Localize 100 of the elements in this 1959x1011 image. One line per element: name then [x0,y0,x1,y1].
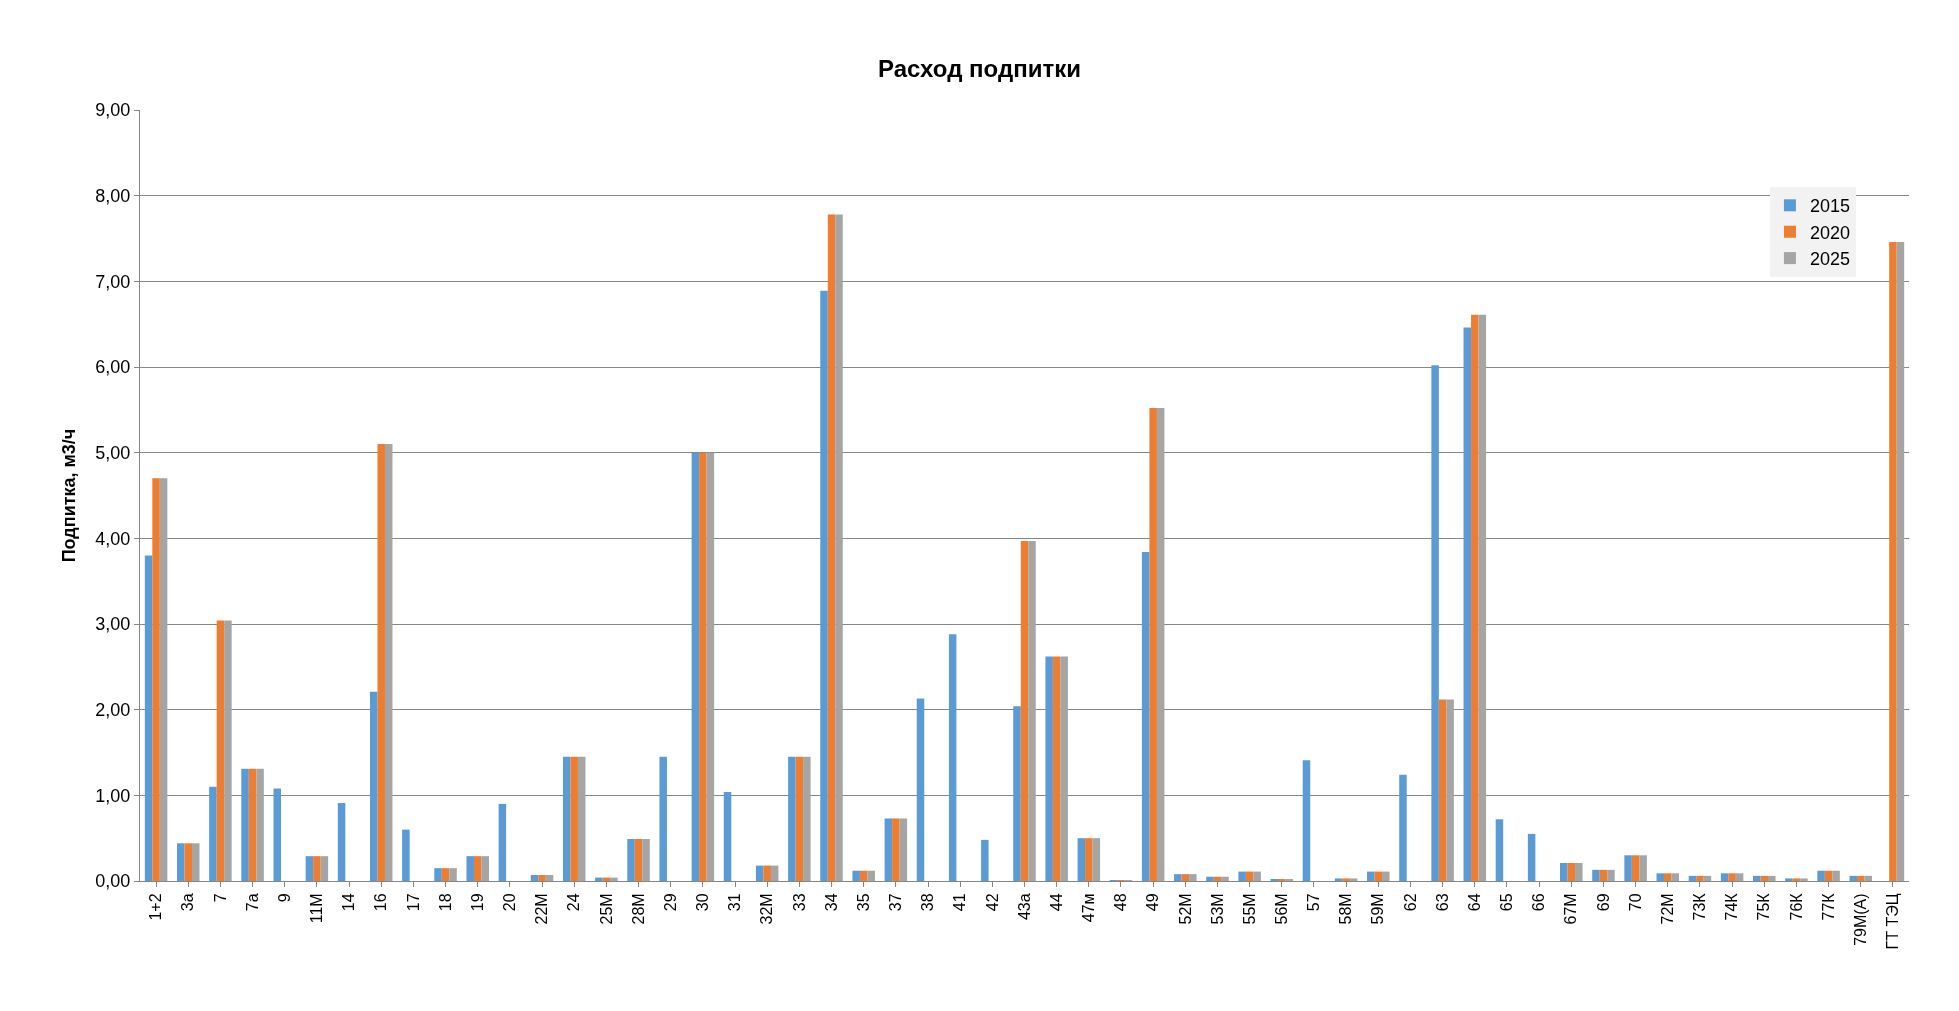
bar [948,634,957,881]
bar [538,875,546,881]
bar [1607,869,1615,881]
bar [803,756,811,881]
x-tick-label: 43а [1015,893,1033,921]
bar [1671,873,1680,881]
bar [659,756,667,881]
bar [1060,656,1068,881]
bar [1092,838,1101,881]
bar [1382,871,1390,881]
bar [176,843,185,881]
x-tick-label: 63 [1433,893,1451,912]
x-tick-label: 11М [308,893,326,924]
bar [691,452,700,881]
x-tick-label: 65 [1498,893,1516,912]
legend-label: 2025 [1809,249,1850,270]
bar [1077,838,1086,881]
bar [835,214,843,881]
x-tick-label: 58М [1337,893,1355,925]
x-tick-label: 67М [1562,893,1580,925]
bar [634,839,643,881]
bar [224,620,232,881]
bar [1302,760,1311,881]
x-tick-label: 49 [1144,893,1162,912]
x-tick-label: 7 [211,893,229,903]
bar [216,620,225,881]
bar [1720,873,1729,881]
bar [1639,855,1647,881]
x-tick-label: 73К [1691,892,1709,921]
bar [1149,408,1157,881]
bar [1832,870,1840,881]
x-tick-label: 57 [1305,893,1323,912]
x-tick-label: 37 [887,893,905,912]
bar [763,865,771,881]
bar [384,444,393,881]
bar [1052,656,1061,881]
x-tick-label: 19 [468,893,486,912]
bar [884,818,893,881]
bar [1768,875,1776,881]
bar [981,839,989,881]
x-tick-label: 44 [1047,893,1065,912]
x-tick-label: 9 [275,893,293,903]
bar [1471,314,1479,881]
x-tick-label: 77К [1819,892,1837,921]
bar [1238,871,1246,881]
x-tick-label: 17 [404,893,422,912]
bar [1631,855,1640,881]
bar [241,768,249,881]
x-tick-label: 24 [565,893,583,912]
bar [1575,863,1583,881]
x-tick-label: 3а [179,893,197,912]
bar [402,829,410,881]
bar [1889,241,1897,881]
bar [1864,875,1873,881]
x-tick-label: 22М [533,893,551,925]
bar [1817,870,1825,881]
x-tick-label: 14 [340,893,358,912]
bar [627,839,635,881]
bar [1349,878,1358,881]
bar [820,290,828,881]
bar [1438,699,1447,881]
x-tick-label: 31 [726,893,744,912]
bar [1857,875,1865,881]
x-tick-label: ГТ ТЭЦ [1884,893,1902,950]
bar [498,803,507,881]
bar [1342,878,1350,881]
bar [313,856,321,881]
x-tick-label: 33 [790,893,808,912]
bar [337,803,346,881]
bar [248,768,257,881]
bar [1085,838,1093,881]
x-tick-label: 20 [501,893,519,912]
y-tick-label: 0,00 [95,871,131,892]
y-tick-label: 5,00 [95,442,131,463]
bar [1527,833,1536,881]
bar [642,839,650,881]
bar [577,756,586,881]
bar [852,870,860,881]
bar [1567,863,1576,881]
x-tick-label: 47м [1080,893,1098,923]
x-tick-label: 55М [1240,893,1258,925]
bar [1367,871,1375,881]
y-tick-label: 8,00 [95,185,131,206]
bar [466,856,474,881]
y-tick-label: 6,00 [95,357,131,378]
bar [788,756,796,881]
bar [699,452,707,881]
bar [916,698,925,881]
x-tick-label: 69 [1594,893,1612,912]
bar [1141,552,1150,881]
bar [1189,874,1197,881]
bar [770,865,779,881]
bar [209,786,217,881]
y-tick-label: 7,00 [95,271,131,292]
bar [706,452,715,881]
bar [1181,874,1190,881]
bar [1599,869,1608,881]
y-tick-label: 1,00 [95,785,131,806]
x-tick-label: 62 [1401,893,1419,912]
bar [1013,706,1021,881]
